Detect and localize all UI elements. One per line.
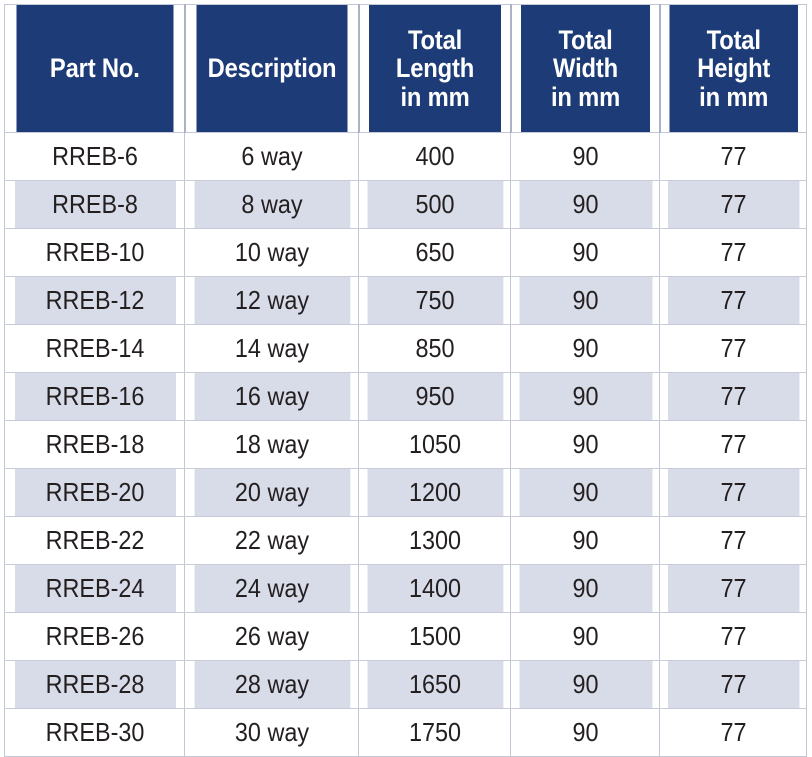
column-header-line: Description [207,53,336,84]
table-header-row: Part No. Description Total Length in mm Total… [5,4,807,133]
cell-description: 10 way [193,228,351,277]
cell-part_no: RREB-8 [13,180,176,229]
cell-total_height: 77 [666,180,800,229]
cell-total_length: 1500 [366,612,504,661]
cell-part_no: RREB-6 [13,132,176,181]
table-row[interactable]: RREB-30 30 way 1750 90 77 [5,708,807,757]
cell-part_no: RREB-24 [13,564,176,613]
cell-part_no: RREB-12 [13,276,176,325]
cell-total_height: 77 [666,420,800,469]
column-header-line: Width [552,53,618,84]
cell-total_width: 90 [517,420,653,469]
cell-total_width: 90 [517,516,653,565]
column-header-line: Part No. [49,53,140,84]
table-row[interactable]: RREB-6 6 way 400 90 77 [5,132,807,181]
cell-part_no: RREB-10 [13,228,176,277]
cell-total_height: 77 [666,228,800,277]
cell-total_width: 90 [517,708,653,757]
cell-description: 16 way [193,372,351,421]
cell-total_height: 77 [666,372,800,421]
cell-part_no: RREB-22 [13,516,176,565]
table-row[interactable]: RREB-10 10 way 650 90 77 [5,228,807,277]
cell-total_width: 90 [517,276,653,325]
cell-total_length: 1200 [366,468,504,517]
cell-total_height: 77 [666,276,800,325]
cell-total_height: 77 [666,516,800,565]
cell-total_height: 77 [666,708,800,757]
column-header-description[interactable]: Description [194,4,349,133]
table-header: Part No. Description Total Length in mm Total… [5,4,807,133]
column-header-line: in mm [550,81,620,112]
cell-total_width: 90 [517,468,653,517]
cell-description: 20 way [193,468,351,517]
cell-part_no: RREB-28 [13,660,176,709]
table-row[interactable]: RREB-22 22 way 1300 90 77 [5,516,807,565]
cell-total_length: 500 [366,180,504,229]
cell-part_no: RREB-14 [13,324,176,373]
table-row[interactable]: RREB-20 20 way 1200 90 77 [5,468,807,517]
column-header-line: Height [696,53,770,84]
cell-description: 8 way [193,180,351,229]
cell-total_length: 1300 [366,516,504,565]
column-header-line: Total [557,24,613,55]
column-header-line: Total [407,24,462,55]
table-row[interactable]: RREB-24 24 way 1400 90 77 [5,564,807,613]
cell-total_width: 90 [517,324,653,373]
cell-total_height: 77 [666,612,800,661]
column-header-part_no[interactable]: Part No. [15,4,175,133]
cell-total_length: 850 [366,324,504,373]
cell-total_height: 77 [666,660,800,709]
table-row[interactable]: RREB-8 8 way 500 90 77 [5,180,807,229]
cell-part_no: RREB-30 [13,708,176,757]
cell-total_length: 400 [366,132,504,181]
cell-total_width: 90 [517,228,653,277]
column-header-total_length[interactable]: Total Length in mm [367,4,503,133]
table-row[interactable]: RREB-16 16 way 950 90 77 [5,372,807,421]
cell-total_width: 90 [517,132,653,181]
cell-part_no: RREB-20 [13,468,176,517]
cell-total_length: 650 [366,228,504,277]
cell-total_length: 1050 [366,420,504,469]
cell-description: 14 way [193,324,351,373]
cell-total_height: 77 [666,132,800,181]
cell-part_no: RREB-26 [13,612,176,661]
cell-total_width: 90 [517,372,653,421]
cell-description: 24 way [193,564,351,613]
column-header-total_width[interactable]: Total Width in mm [519,4,652,133]
cell-description: 18 way [193,420,351,469]
cell-description: 30 way [193,708,351,757]
cell-total_height: 77 [666,324,800,373]
cell-total_width: 90 [517,660,653,709]
cell-description: 12 way [193,276,351,325]
column-header-line: in mm [399,81,470,112]
cell-total_height: 77 [666,468,800,517]
cell-total_length: 950 [366,372,504,421]
table-row[interactable]: RREB-14 14 way 850 90 77 [5,324,807,373]
cell-part_no: RREB-18 [13,420,176,469]
cell-part_no: RREB-16 [13,372,176,421]
cell-total_width: 90 [517,564,653,613]
cell-description: 28 way [193,660,351,709]
table-row[interactable]: RREB-26 26 way 1500 90 77 [5,612,807,661]
column-header-line: Length [395,53,474,84]
table-body: RREB-6 6 way 400 90 77 RREB-8 8 way 500 90 77 RREB… [5,132,807,757]
table-row[interactable]: RREB-18 18 way 1050 90 77 [5,420,807,469]
cell-total_length: 1750 [366,708,504,757]
table-row[interactable]: RREB-12 12 way 750 90 77 [5,276,807,325]
column-header-line: Total [706,24,761,55]
specification-table: Part No. Description Total Length in mm Total… [4,4,807,757]
cell-description: 22 way [193,516,351,565]
cell-total_width: 90 [517,180,653,229]
column-header-line: in mm [698,81,768,112]
table-row[interactable]: RREB-28 28 way 1650 90 77 [5,660,807,709]
cell-total_length: 1400 [366,564,504,613]
cell-total_width: 90 [517,612,653,661]
cell-description: 6 way [193,132,351,181]
cell-description: 26 way [193,612,351,661]
cell-total_length: 750 [366,276,504,325]
cell-total_height: 77 [666,564,800,613]
cell-total_length: 1650 [366,660,504,709]
column-header-total_height[interactable]: Total Height in mm [668,4,798,133]
